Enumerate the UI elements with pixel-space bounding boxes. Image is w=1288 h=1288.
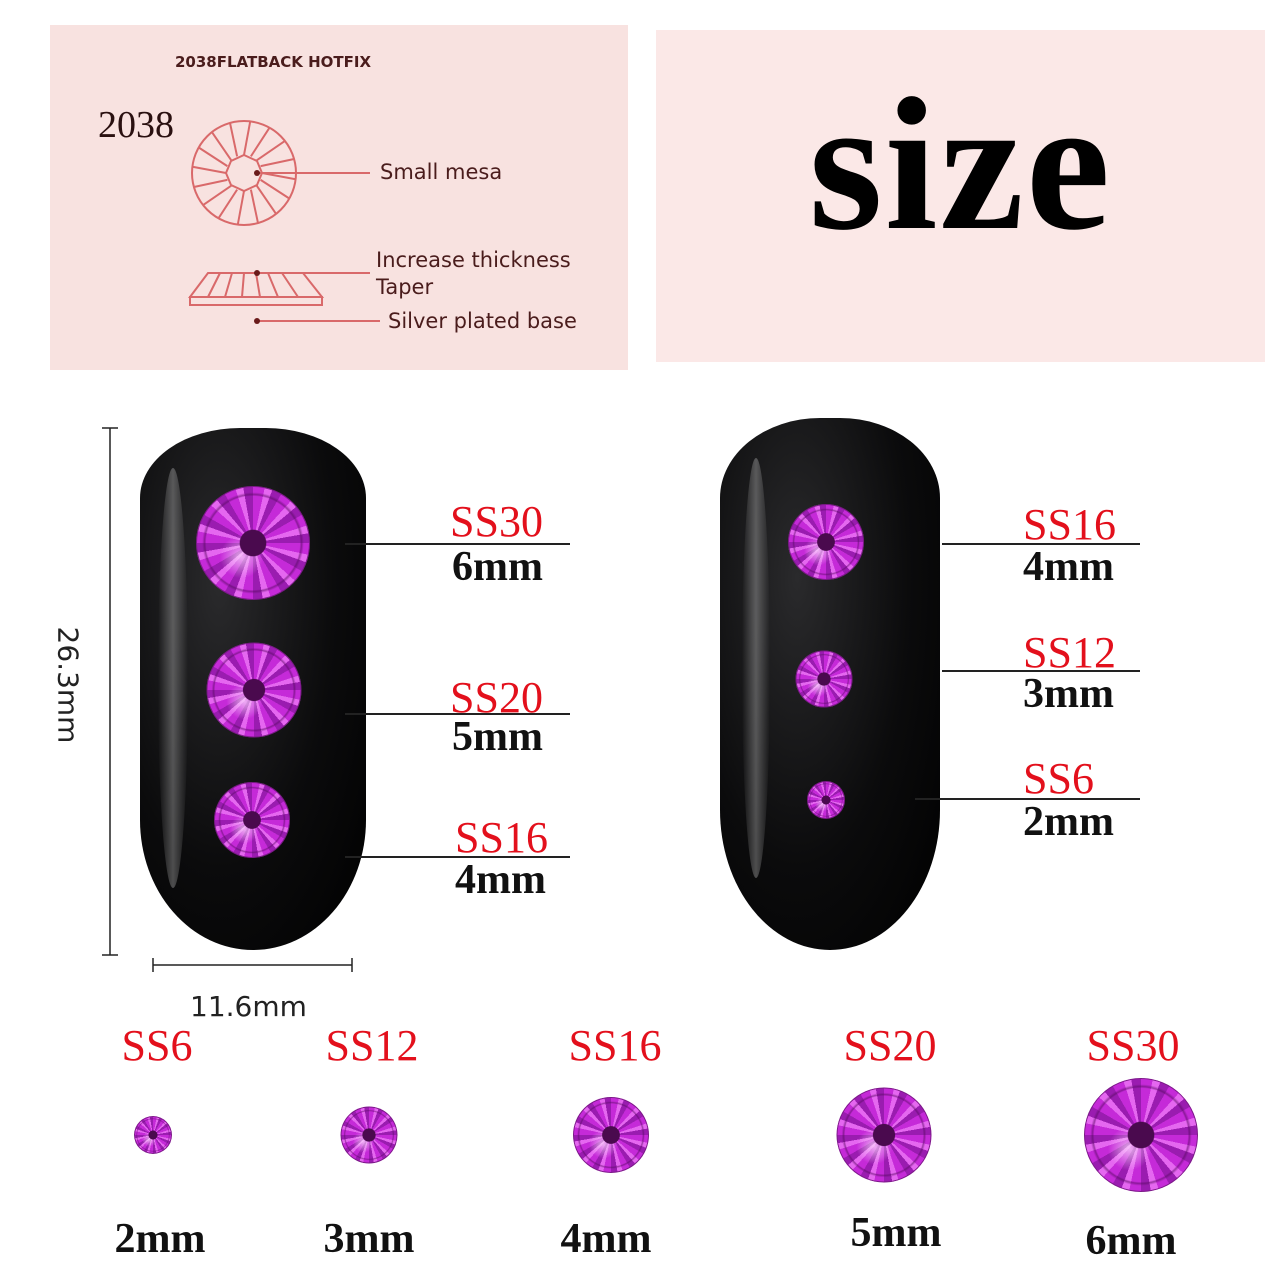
diagram-header: 2038FLATBACK HOTFIX bbox=[175, 53, 372, 71]
rhinestone-ss20 bbox=[836, 1087, 932, 1183]
width-dimension-label: 11.6mm bbox=[190, 990, 307, 1023]
mm-label: 5mm bbox=[452, 714, 543, 760]
ss-label: SS16 bbox=[455, 813, 548, 862]
size-row-ss-label: SS20 bbox=[843, 1021, 937, 1070]
callout-small-mesa: Small mesa bbox=[380, 160, 503, 184]
title-size: size bbox=[808, 60, 1113, 270]
model-number: 2038 bbox=[98, 104, 174, 146]
size-row-ss-label: SS30 bbox=[1086, 1021, 1180, 1070]
size-row-mm-label: 6mm bbox=[1085, 1218, 1177, 1264]
leader-line bbox=[915, 798, 1140, 800]
size-row-ss-label: SS6 bbox=[121, 1021, 193, 1070]
callout-increase-thickness: Increase thickness bbox=[376, 248, 571, 272]
height-dimension-label: 26.3mm bbox=[51, 626, 85, 744]
rhinestone-ss30 bbox=[196, 486, 310, 600]
leader-line bbox=[345, 543, 570, 545]
mm-label: 6mm bbox=[452, 544, 543, 590]
leader-line bbox=[345, 713, 570, 715]
rhinestone-cross-section-drawing bbox=[188, 120, 380, 324]
rhinestone-ss12 bbox=[340, 1106, 398, 1164]
ss-label: SS12 bbox=[1023, 628, 1116, 677]
rhinestone-ss16 bbox=[788, 504, 864, 580]
ss-label: SS6 bbox=[1023, 754, 1094, 803]
leader-line bbox=[942, 543, 1140, 545]
rhinestone-ss20 bbox=[206, 642, 302, 738]
leader-line bbox=[942, 670, 1140, 672]
mm-label: 4mm bbox=[455, 857, 546, 903]
rhinestone-ss16 bbox=[214, 782, 290, 858]
rhinestone-ss30 bbox=[1084, 1078, 1198, 1192]
size-row-mm-label: 3mm bbox=[323, 1216, 415, 1262]
size-row-ss-label: SS16 bbox=[568, 1021, 662, 1070]
mm-label: 3mm bbox=[1023, 671, 1114, 717]
rhinestone-ss6 bbox=[807, 781, 845, 819]
size-row-ss-label: SS12 bbox=[325, 1021, 419, 1070]
rhinestone-ss12 bbox=[795, 650, 853, 708]
leader-line bbox=[345, 856, 570, 858]
size-row-mm-label: 4mm bbox=[560, 1216, 652, 1262]
mm-label: 2mm bbox=[1023, 799, 1114, 845]
ss-label: SS30 bbox=[450, 497, 543, 546]
callout-silver-plated-base: Silver plated base bbox=[388, 309, 577, 333]
size-row-mm-label: 5mm bbox=[850, 1210, 942, 1256]
mm-label: 4mm bbox=[1023, 544, 1114, 590]
size-row-mm-label: 2mm bbox=[114, 1216, 206, 1262]
callout-taper: Taper bbox=[376, 275, 434, 299]
rhinestone-diagram-panel: 2038FLATBACK HOTFIX 2038 Small mesa Incr… bbox=[50, 25, 628, 370]
ss-label: SS20 bbox=[450, 673, 543, 722]
rhinestone-ss16 bbox=[573, 1097, 649, 1173]
ss-label: SS16 bbox=[1023, 500, 1116, 549]
title-panel: size bbox=[656, 30, 1265, 362]
rhinestone-ss6 bbox=[134, 1116, 172, 1154]
